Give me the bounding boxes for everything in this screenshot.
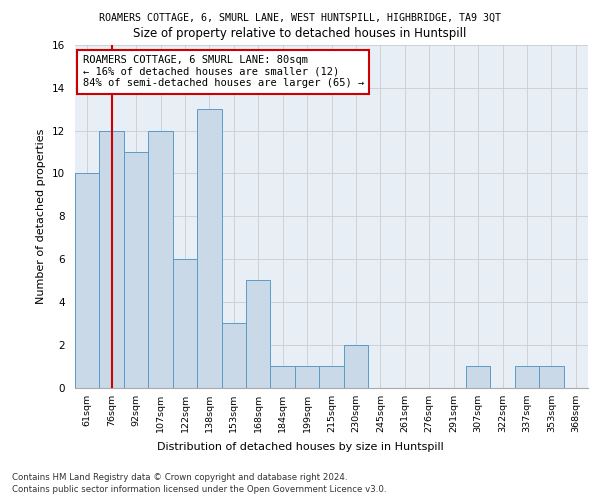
- Text: Size of property relative to detached houses in Huntspill: Size of property relative to detached ho…: [133, 28, 467, 40]
- Bar: [246, 280, 271, 388]
- Bar: [344, 344, 368, 388]
- Text: Distribution of detached houses by size in Huntspill: Distribution of detached houses by size …: [157, 442, 443, 452]
- Bar: [319, 366, 344, 388]
- Bar: [221, 324, 246, 388]
- Bar: [75, 174, 100, 388]
- Text: Contains HM Land Registry data © Crown copyright and database right 2024.: Contains HM Land Registry data © Crown c…: [12, 472, 347, 482]
- Bar: [124, 152, 148, 388]
- Text: ROAMERS COTTAGE, 6 SMURL LANE: 80sqm
← 16% of detached houses are smaller (12)
8: ROAMERS COTTAGE, 6 SMURL LANE: 80sqm ← 1…: [83, 56, 364, 88]
- Y-axis label: Number of detached properties: Number of detached properties: [37, 128, 46, 304]
- Bar: [466, 366, 490, 388]
- Bar: [100, 130, 124, 388]
- Bar: [148, 130, 173, 388]
- Text: Contains public sector information licensed under the Open Government Licence v3: Contains public sector information licen…: [12, 485, 386, 494]
- Bar: [197, 109, 221, 388]
- Text: ROAMERS COTTAGE, 6, SMURL LANE, WEST HUNTSPILL, HIGHBRIDGE, TA9 3QT: ROAMERS COTTAGE, 6, SMURL LANE, WEST HUN…: [99, 12, 501, 22]
- Bar: [271, 366, 295, 388]
- Bar: [295, 366, 319, 388]
- Bar: [173, 259, 197, 388]
- Bar: [515, 366, 539, 388]
- Bar: [539, 366, 563, 388]
